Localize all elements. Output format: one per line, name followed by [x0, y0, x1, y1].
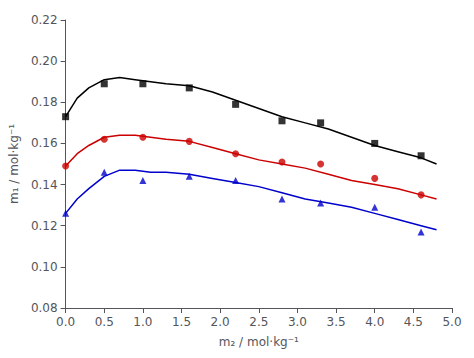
svg-text:1.5: 1.5 — [172, 315, 191, 329]
svg-text:0.20: 0.20 — [31, 54, 58, 68]
svg-text:0.10: 0.10 — [31, 260, 58, 274]
svg-text:0.5: 0.5 — [95, 315, 114, 329]
svg-text:2.0: 2.0 — [211, 315, 230, 329]
svg-text:4.0: 4.0 — [365, 315, 384, 329]
svg-text:m₂ / mol·kg⁻¹: m₂ / mol·kg⁻¹ — [219, 335, 299, 349]
svg-text:5.0: 5.0 — [442, 315, 461, 329]
svg-text:m₁ / mol·kg⁻¹: m₁ / mol·kg⁻¹ — [7, 124, 21, 204]
svg-text:3.0: 3.0 — [288, 315, 307, 329]
svg-text:0.12: 0.12 — [31, 219, 58, 233]
svg-text:0.14: 0.14 — [31, 178, 58, 192]
svg-text:0.18: 0.18 — [31, 95, 58, 109]
svg-text:0.0: 0.0 — [56, 315, 75, 329]
svg-text:0.08: 0.08 — [31, 301, 58, 315]
svg-text:0.22: 0.22 — [31, 13, 58, 27]
svg-text:2.5: 2.5 — [249, 315, 268, 329]
svg-text:0.16: 0.16 — [31, 136, 58, 150]
svg-text:4.5: 4.5 — [404, 315, 423, 329]
svg-text:3.5: 3.5 — [327, 315, 346, 329]
svg-text:1.0: 1.0 — [133, 315, 152, 329]
